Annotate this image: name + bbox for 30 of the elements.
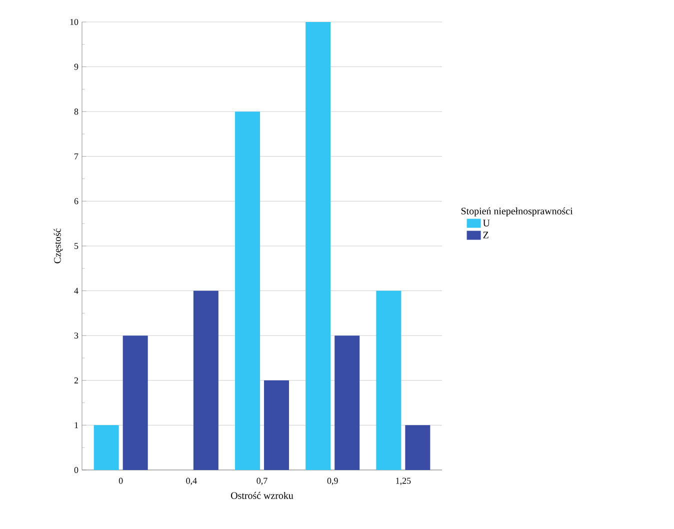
bar bbox=[376, 290, 402, 470]
x-tick-label: 0,9 bbox=[327, 478, 338, 486]
x-tick-label: 1,25 bbox=[396, 478, 411, 486]
bar bbox=[122, 336, 148, 470]
bar bbox=[306, 22, 331, 470]
y-tick-label: 3 bbox=[74, 332, 78, 339]
x-tick-label: 0 bbox=[118, 478, 123, 484]
legend-label: Z bbox=[483, 232, 488, 238]
y-tick-label: 4 bbox=[74, 288, 78, 294]
bar bbox=[193, 290, 218, 470]
y-axis-title: Częstość bbox=[54, 228, 63, 264]
bar bbox=[334, 336, 360, 470]
y-tick-label: 0 bbox=[74, 466, 78, 474]
y-tick-label: 7 bbox=[74, 153, 78, 160]
y-tick-label: 6 bbox=[74, 198, 78, 204]
x-axis-title: Ostrość wzroku bbox=[231, 492, 294, 499]
y-tick-label: 10 bbox=[70, 18, 78, 26]
bar bbox=[264, 380, 290, 470]
bar bbox=[405, 425, 430, 470]
legend-title: Stopień niepełnosprawności bbox=[461, 207, 573, 216]
bar bbox=[94, 425, 119, 470]
y-tick-label: 8 bbox=[74, 108, 78, 115]
legend-label: U bbox=[482, 220, 490, 226]
x-tick-label: 0,4 bbox=[186, 478, 197, 486]
y-tick-label: 1 bbox=[74, 422, 78, 428]
y-tick-label: 5 bbox=[74, 243, 78, 249]
y-tick-label: 2 bbox=[74, 377, 78, 384]
y-tick-label: 9 bbox=[74, 64, 78, 70]
bar bbox=[235, 112, 260, 470]
x-tick-label: 0,7 bbox=[256, 478, 268, 486]
